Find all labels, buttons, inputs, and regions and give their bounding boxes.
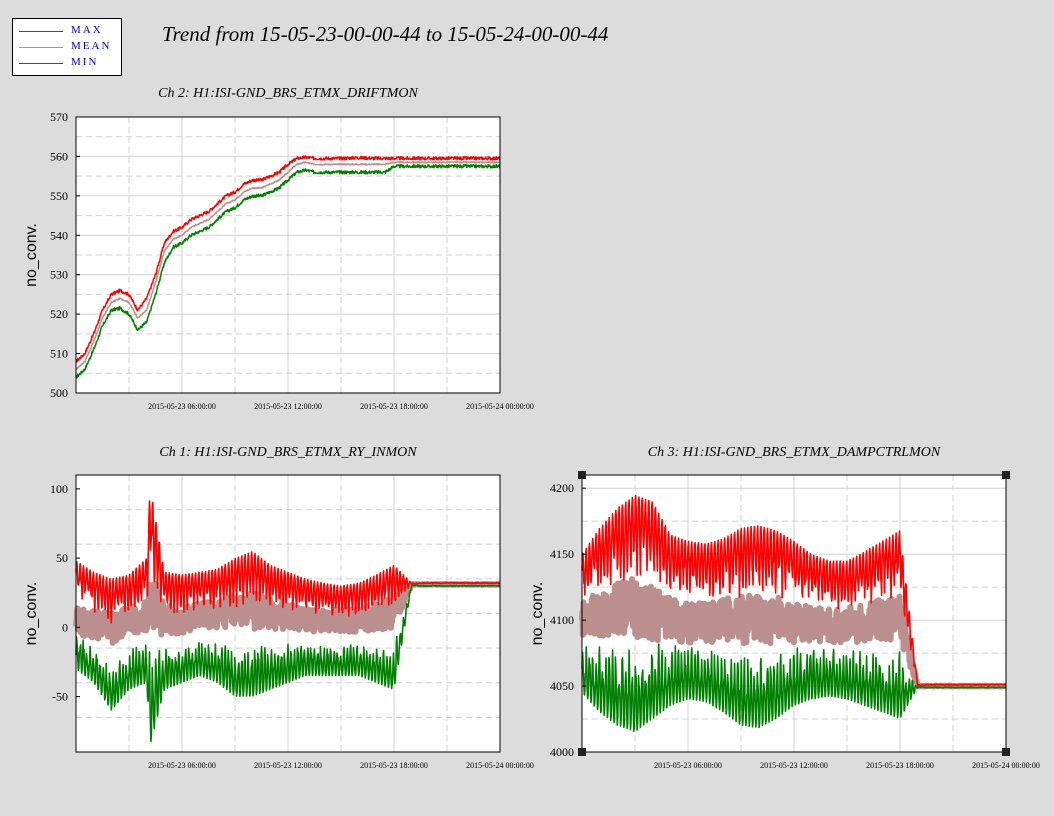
y-tick-label: 540	[50, 228, 68, 242]
y-tick-label: 4050	[550, 679, 574, 693]
x-tick-label: 2015-05-23 12:00:00	[760, 761, 828, 770]
legend: MAX MEAN MIN	[12, 18, 122, 76]
x-tick-label: 2015-05-23 12:00:00	[254, 402, 322, 411]
x-tick-label: 2015-05-24 00:00:00	[466, 761, 534, 770]
legend-item-mean: MEAN	[13, 40, 121, 54]
chart-panel-1: Ch 2: H1:ISI-GND_BRS_ETMX_DRIFTMON 500 510…	[23, 86, 534, 411]
y-tick-label: 4100	[550, 613, 574, 627]
y-tick-label: 570	[50, 110, 68, 124]
y-axis-label: no_conv.	[23, 223, 40, 287]
y-tick-label: 100	[50, 482, 68, 496]
legend-item-min: MIN	[13, 56, 121, 70]
y-tick-label: 520	[50, 307, 68, 321]
page-title: Trend from 15-05-23-00-00-44 to 15-05-24…	[162, 22, 609, 46]
y-tick-label: 50	[56, 551, 68, 565]
y-tick-label: 4000	[550, 745, 574, 759]
x-tick-label: 2015-05-23 06:00:00	[148, 402, 216, 411]
series-line-max	[581, 494, 1007, 687]
x-tick-label: 2015-05-24 00:00:00	[466, 402, 534, 411]
legend-swatch-max	[19, 31, 63, 32]
x-tick-label: 2015-05-23 18:00:00	[360, 761, 428, 770]
y-axis-label: no_conv.	[529, 582, 546, 646]
series-line-max	[75, 500, 501, 624]
selection-handle	[578, 748, 586, 756]
x-tick-label: 2015-05-23 18:00:00	[866, 761, 934, 770]
y-tick-label: 0	[62, 620, 68, 634]
chart-panel-3: Ch 3: H1:ISI-GND_BRS_ETMX_DAMPCTRLMON 400…	[529, 445, 1040, 770]
series-line-max	[75, 155, 501, 363]
y-tick-label: 560	[50, 149, 68, 163]
y-tick-label: 550	[50, 189, 68, 203]
x-tick-label: 2015-05-24 00:00:00	[972, 761, 1040, 770]
series-line-min	[75, 163, 501, 379]
chart-title: Ch 2: H1:ISI-GND_BRS_ETMX_DRIFTMON	[158, 86, 418, 101]
y-axis-label: no_conv.	[23, 582, 40, 646]
y-tick-label: 4200	[550, 481, 574, 495]
chart-title: Ch 1: H1:ISI-GND_BRS_ETMX_RY_INMON	[159, 445, 417, 460]
legend-label-max: MAX	[71, 24, 103, 36]
x-tick-label: 2015-05-23 12:00:00	[254, 761, 322, 770]
legend-item-max: MAX	[13, 24, 121, 38]
series-line-mean	[75, 160, 501, 370]
selection-handle	[1002, 471, 1010, 479]
series-line-min	[75, 584, 501, 743]
y-tick-label: 500	[50, 386, 68, 400]
y-tick-label: 510	[50, 347, 68, 361]
selection-handle	[1002, 748, 1010, 756]
legend-label-mean: MEAN	[71, 40, 112, 52]
y-tick-label: 530	[50, 268, 68, 282]
x-tick-label: 2015-05-23 06:00:00	[148, 761, 216, 770]
x-tick-label: 2015-05-23 06:00:00	[654, 761, 722, 770]
series-line-mean	[579, 576, 1009, 690]
legend-swatch-min	[19, 63, 63, 64]
chart-panel-2: Ch 1: H1:ISI-GND_BRS_ETMX_RY_INMON -50 0 50…	[23, 445, 534, 770]
x-tick-label: 2015-05-23 18:00:00	[360, 402, 428, 411]
y-tick-label: 4150	[550, 547, 574, 561]
series-line-min	[581, 643, 1007, 732]
chart-title: Ch 3: H1:ISI-GND_BRS_ETMX_DAMPCTRLMON	[648, 445, 941, 460]
plot-frame	[75, 474, 501, 753]
legend-label-min: MIN	[71, 56, 99, 68]
y-tick-label: -50	[52, 690, 68, 704]
series-line-mean	[73, 580, 503, 646]
plot-frame	[75, 116, 501, 394]
selection-handle	[578, 471, 586, 479]
legend-swatch-mean	[19, 47, 63, 48]
plot-frame	[581, 474, 1007, 753]
